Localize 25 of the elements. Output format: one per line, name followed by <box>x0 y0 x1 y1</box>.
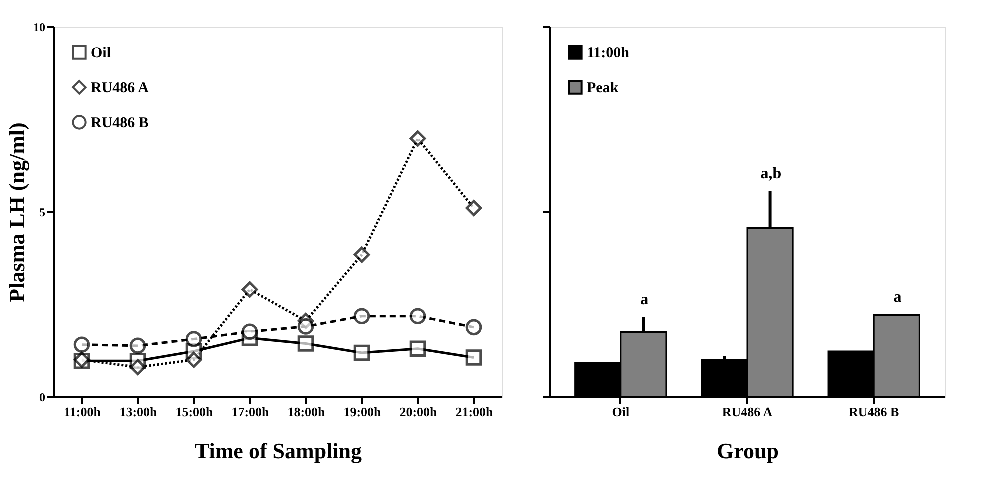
x-tick-label: 20:00h <box>400 404 438 420</box>
y-tick-label: 5 <box>40 206 46 220</box>
legend-label: RU486 A <box>91 80 150 96</box>
legend-label: Oil <box>91 46 112 62</box>
x-tick-label: 21:00h <box>456 404 494 420</box>
x-tick-label: 19:00h <box>344 404 382 420</box>
x-axis-title: Group <box>717 438 779 464</box>
x-tick-label: 13:00h <box>120 404 158 420</box>
y-tick-label: 0 <box>40 390 46 404</box>
legend-label: 11:00h <box>587 46 630 62</box>
x-axis-title: Time of Sampling <box>194 438 362 464</box>
x-tick-label: 11:00h <box>64 404 102 420</box>
x-tick-label: 17:00h <box>232 404 270 420</box>
legend-label: Peak <box>587 80 620 96</box>
x-tick-label: 18:00h <box>288 404 326 420</box>
annotation: a <box>894 289 902 306</box>
legend-label: RU486 B <box>91 116 149 132</box>
annotation: a,b <box>760 165 782 182</box>
y-tick-label: 10 <box>34 20 46 34</box>
y-axis-title: Plasma LH (ng/ml) <box>4 122 30 302</box>
x-tick-label: RU486 A <box>722 404 774 420</box>
x-tick-label: Oil <box>612 404 630 420</box>
x-tick-label: RU486 B <box>849 404 900 420</box>
x-tick-label: 15:00h <box>176 404 214 420</box>
annotation: a <box>640 291 649 308</box>
